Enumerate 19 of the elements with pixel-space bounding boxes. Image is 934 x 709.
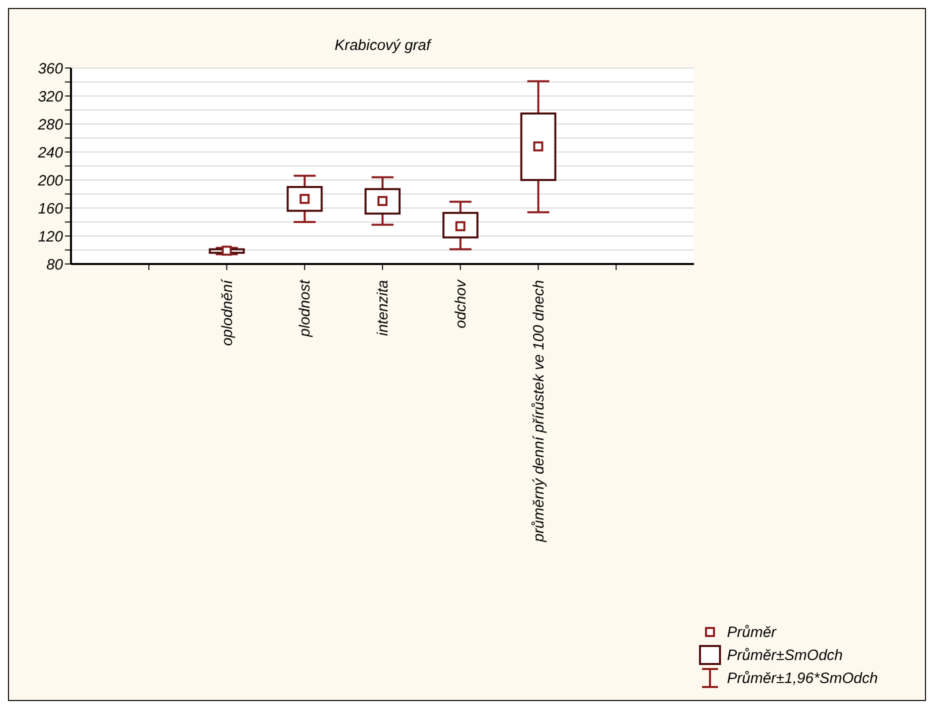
y-tick-label: 120: [38, 228, 64, 246]
x-tick-label: intenzita: [374, 280, 392, 336]
x-tick-label: oplodnění: [218, 278, 236, 346]
x-tick-label: plodnost: [296, 279, 314, 338]
y-tick-label: 280: [36, 116, 64, 134]
x-tick-label: odchov: [452, 278, 470, 328]
text: Průměr±1,96*SmOdch: [727, 670, 878, 687]
y-tick-label: 320: [38, 88, 64, 106]
point: [222, 246, 232, 256]
y-tick-label: 240: [36, 144, 64, 162]
y-tick-label: 360: [38, 60, 64, 78]
y-tick-label: 200: [36, 172, 64, 190]
x-tick-label: průměrný denní přírůstek ve 100 dnech: [530, 280, 548, 543]
chart-title: Krabicový graf: [334, 37, 433, 54]
legend-label: Průměr±SmOdch: [727, 647, 843, 664]
y-tick-label: 160: [38, 200, 64, 218]
point: [533, 141, 544, 152]
legend-label: Průměr: [727, 624, 776, 641]
y-tick-label: 80: [46, 256, 64, 274]
